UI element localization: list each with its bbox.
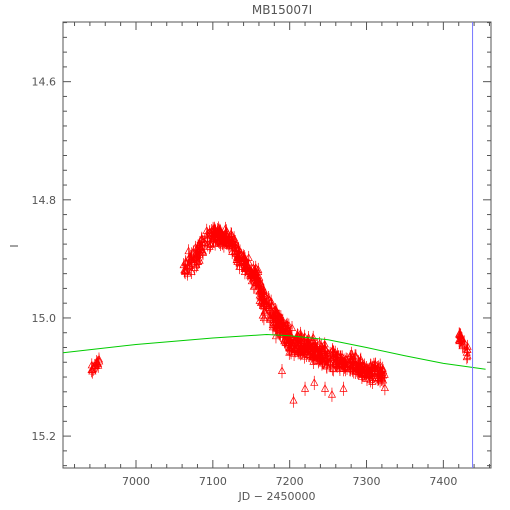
- data-point: [186, 253, 195, 268]
- data-point: [329, 345, 338, 360]
- axis-ticks: [63, 22, 491, 468]
- y-tick-label: 15.0: [32, 312, 57, 325]
- data-point: [366, 358, 375, 374]
- data-point: [197, 231, 206, 246]
- data-point: [380, 381, 389, 396]
- data-point: [282, 318, 291, 334]
- data-point: [193, 241, 202, 256]
- x-tick-label: 7000: [122, 475, 150, 488]
- plot-frame: [62, 21, 492, 469]
- y-tick-labels: 14.6 14.8 15.0 15.2: [32, 76, 57, 443]
- data-point: [251, 260, 260, 275]
- data-point: [308, 334, 317, 349]
- data-point: [332, 351, 341, 366]
- data-point: [192, 258, 201, 273]
- data-point: [287, 321, 297, 336]
- data-point: [273, 321, 282, 336]
- x-tick-label: 7200: [276, 475, 304, 488]
- data-point: [310, 342, 319, 357]
- data-point: [457, 333, 466, 348]
- data-point: [261, 297, 270, 312]
- data-point: [339, 381, 348, 396]
- chart-title: MB15007I: [252, 3, 312, 17]
- data-point: [192, 246, 201, 261]
- data-point: [256, 289, 265, 304]
- data-point: [286, 330, 295, 345]
- data-point: [346, 350, 355, 365]
- data-point: [257, 283, 266, 299]
- data-point: [277, 364, 287, 379]
- x-tick-label: 7400: [429, 475, 457, 488]
- y-tick-label: 15.2: [32, 430, 57, 443]
- data-point: [231, 234, 240, 250]
- data-point: [377, 369, 386, 384]
- data-point: [218, 234, 227, 250]
- data-point: [310, 375, 319, 391]
- y-axis-label: I: [8, 244, 21, 247]
- data-point: [230, 231, 239, 246]
- data-point: [94, 358, 103, 373]
- data-point: [267, 294, 276, 309]
- data-point: [357, 364, 366, 379]
- data-point: [281, 324, 290, 339]
- data-point: [232, 250, 242, 265]
- y-tick-label: 14.6: [32, 76, 57, 89]
- data-point: [179, 258, 188, 273]
- data-point: [259, 311, 269, 326]
- data-point: [327, 387, 337, 402]
- data-point: [378, 361, 387, 376]
- data-point: [246, 267, 255, 282]
- data-point: [203, 231, 212, 247]
- data-point: [240, 252, 250, 267]
- x-axis-label: JD − 2450000: [238, 490, 316, 503]
- data-point: [210, 225, 219, 241]
- data-point: [290, 342, 299, 357]
- data-point: [309, 354, 318, 369]
- data-point: [378, 365, 387, 381]
- data-point: [463, 339, 472, 355]
- x-tick-labels: 7000 7100 7200 7300 7400: [122, 475, 457, 488]
- data-point: [341, 362, 350, 377]
- data-point: [340, 358, 349, 373]
- data-point: [249, 279, 258, 294]
- data-point: [351, 357, 361, 373]
- model-curve: [63, 333, 486, 370]
- data-point: [326, 357, 335, 372]
- data-point: [335, 361, 345, 377]
- data-point: [302, 347, 311, 362]
- data-point: [368, 371, 377, 386]
- data-point: [213, 231, 222, 246]
- data-point: [322, 359, 331, 374]
- data-point: [371, 357, 380, 372]
- data-point: [224, 233, 233, 248]
- y-tick-label: 14.8: [32, 194, 57, 207]
- data-point: [233, 254, 242, 270]
- data-point: [289, 393, 298, 408]
- data-point: [196, 240, 205, 255]
- data-point: [244, 250, 253, 266]
- data-point: [320, 381, 330, 396]
- data-point: [345, 361, 354, 377]
- observation-points: [87, 221, 472, 408]
- data-point: [254, 265, 263, 280]
- x-tick-label: 7300: [353, 475, 381, 488]
- data-point: [272, 307, 281, 322]
- data-point: [300, 381, 310, 396]
- data-point: [376, 358, 385, 373]
- x-tick-label: 7100: [199, 475, 227, 488]
- data-point: [270, 309, 279, 324]
- data-point: [278, 313, 287, 328]
- data-point: [266, 310, 275, 326]
- data-point: [318, 355, 327, 370]
- data-point: [87, 358, 96, 373]
- data-point: [462, 350, 471, 365]
